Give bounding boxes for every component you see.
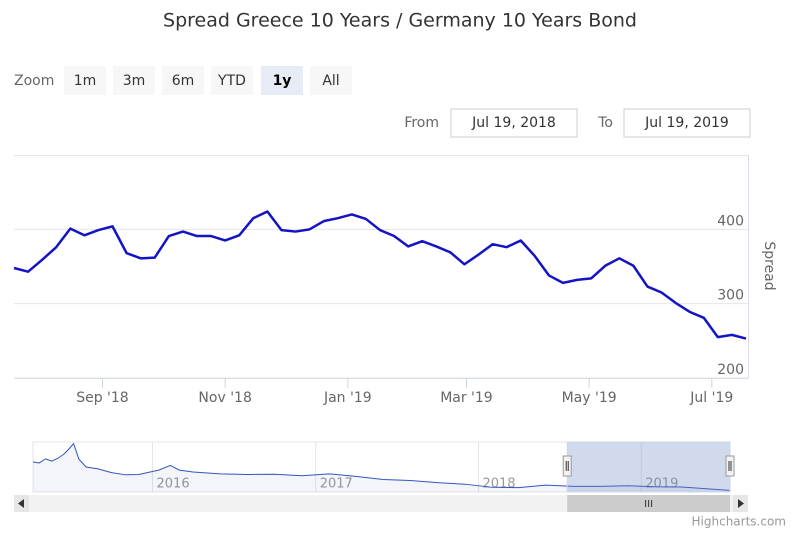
- scrollbar-track[interactable]: [14, 495, 748, 512]
- series-line: [13, 210, 747, 340]
- y-tick-label: 300: [717, 288, 744, 304]
- navigator-tick-label: 2016: [157, 477, 190, 492]
- y-tick-label: 200: [717, 362, 744, 378]
- zoom-button[interactable]: [64, 66, 106, 95]
- to-value[interactable]: Jul 19, 2019: [644, 115, 729, 131]
- scrollbar-right-arrow: [738, 499, 744, 508]
- to-label: To: [597, 115, 613, 131]
- from-value[interactable]: Jul 19, 2018: [471, 115, 556, 131]
- x-tick-label: Sep '18: [76, 390, 129, 406]
- to-input[interactable]: [623, 108, 751, 138]
- scrollbar-left-arrow: [18, 499, 24, 508]
- zoom-label: Zoom: [14, 73, 54, 89]
- y-axis-title: Spread: [761, 241, 777, 290]
- x-tick-label: Nov '18: [198, 390, 251, 406]
- x-tick-label: May '19: [562, 390, 617, 406]
- x-tick-label: Jul '19: [689, 390, 733, 406]
- zoom-button-label[interactable]: 1m: [74, 73, 97, 89]
- navigator-handle[interactable]: [562, 455, 572, 477]
- zoom-button-label[interactable]: YTD: [217, 73, 246, 89]
- navigator-tick-label: 2019: [645, 477, 678, 492]
- navigator-frame: [32, 441, 731, 493]
- y-tick-label: 400: [717, 213, 744, 229]
- zoom-button[interactable]: [211, 66, 253, 95]
- from-label: From: [404, 115, 439, 131]
- zoom-button[interactable]: [310, 66, 352, 95]
- navigator-area: [33, 443, 730, 492]
- zoom-button[interactable]: [113, 66, 155, 95]
- from-input[interactable]: [450, 108, 578, 138]
- credits[interactable]: Highcharts.com: [692, 515, 786, 529]
- navigator-line: [32, 442, 730, 491]
- zoom-button[interactable]: [261, 66, 303, 95]
- x-tick-label: Mar '19: [440, 390, 493, 406]
- navigator-tick-label: 2017: [320, 477, 353, 492]
- zoom-button-label[interactable]: All: [322, 73, 339, 89]
- x-tick-label: Jan '19: [323, 390, 372, 406]
- zoom-button-label[interactable]: 6m: [172, 73, 195, 89]
- zoom-button-label[interactable]: 1y: [273, 73, 292, 89]
- navigator-mask[interactable]: [566, 441, 731, 493]
- zoom-button[interactable]: [162, 66, 204, 95]
- navigator-handle[interactable]: [725, 455, 735, 477]
- chart-title: Spread Greece 10 Years / Germany 10 Year…: [163, 10, 637, 32]
- zoom-button-label[interactable]: 3m: [123, 73, 146, 89]
